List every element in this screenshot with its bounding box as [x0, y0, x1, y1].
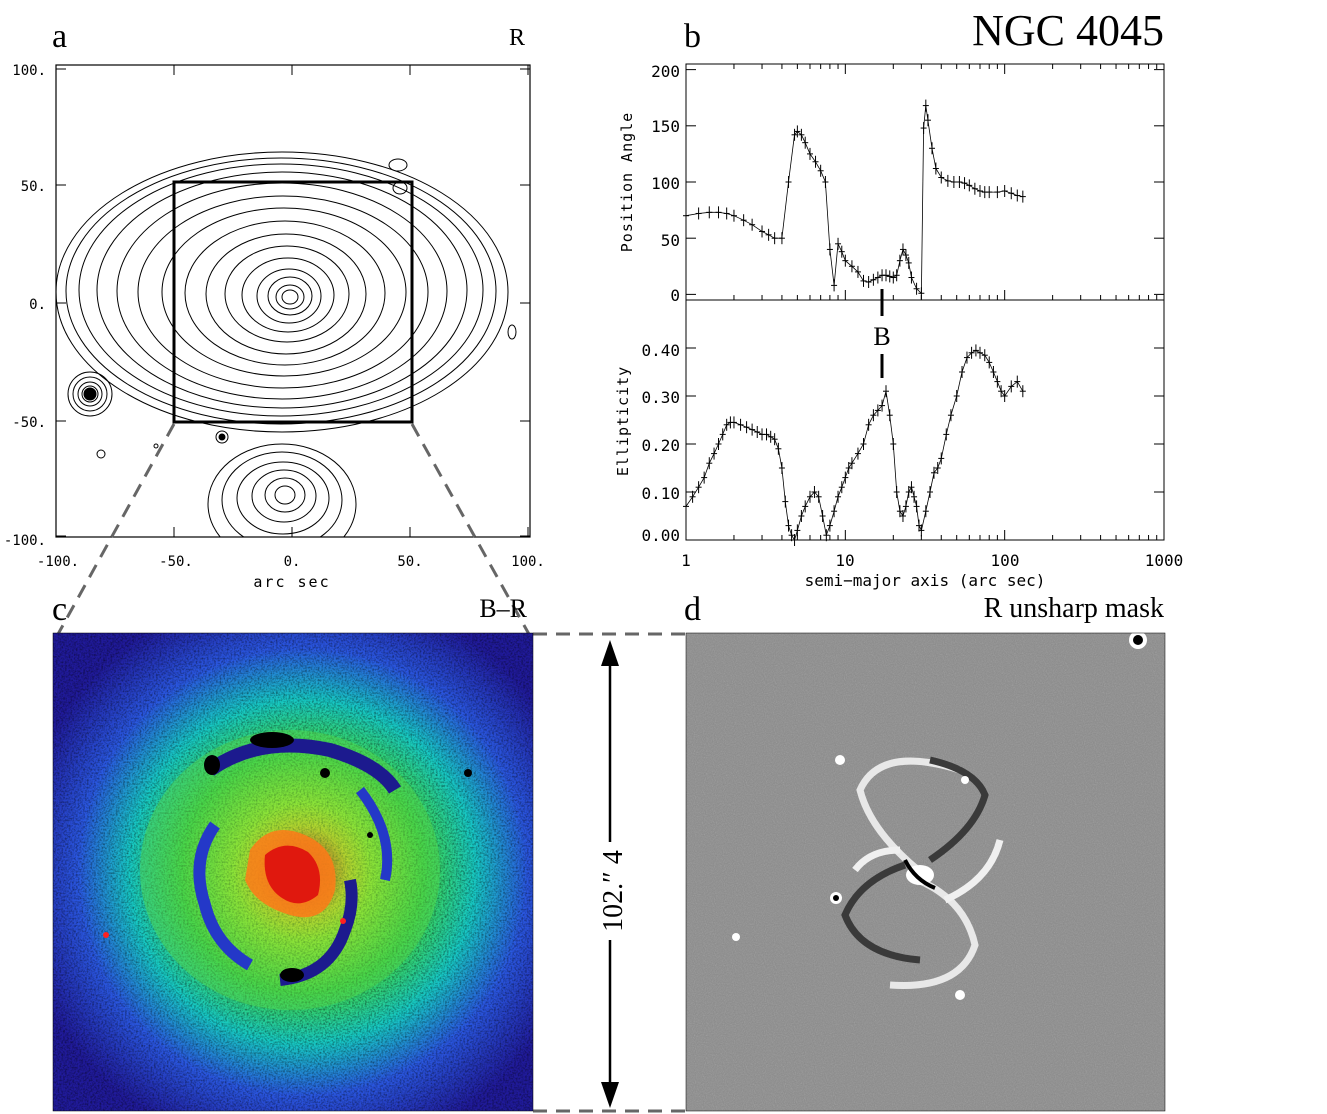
- b-xtick-100: 100: [991, 551, 1020, 570]
- ell-ytick-040: 0.40: [641, 341, 680, 360]
- scale-indicator: 102.″ 4: [598, 640, 629, 1108]
- panel-a-xtick-0: -100.: [37, 554, 79, 570]
- pa-ytick-100: 100: [651, 174, 680, 193]
- pa-ylabel: Position Angle: [618, 112, 636, 252]
- panel-c-band-label: B–R: [479, 594, 527, 623]
- panel-a: a R: [4, 18, 545, 591]
- panel-a-xtick-4: 100.: [511, 554, 545, 570]
- ell-ylabel: Ellipticity: [614, 366, 632, 476]
- contour-plot: [56, 151, 517, 537]
- bar-marker-label: B: [873, 322, 890, 351]
- b-xtick-1000: 1000: [1145, 551, 1184, 570]
- zoom-box: [172, 180, 414, 424]
- pa-ytick-50: 50: [661, 231, 680, 250]
- unsharp-mask-image: [686, 633, 1165, 1111]
- panel-a-band-label: R: [509, 25, 525, 51]
- scale-label: 102.″ 4: [598, 850, 629, 932]
- panel-a-ticks: [55, 65, 530, 537]
- ell-line: [685, 349, 1024, 541]
- panel-a-ytick-3: 50.: [21, 179, 46, 195]
- pa-ytick-0: 0: [670, 286, 680, 305]
- pa-ytick-150: 150: [651, 117, 680, 136]
- ell-data-points: [683, 344, 1026, 546]
- ell-ytick-000: 0.00: [641, 526, 680, 545]
- panel-a-xtick-3: 50.: [397, 554, 422, 570]
- object-name: NGC 4045: [972, 6, 1164, 55]
- ell-ytick-020: 0.20: [641, 436, 680, 455]
- panel-b-letter: b: [684, 18, 701, 55]
- ell-ytick-030: 0.30: [641, 388, 680, 407]
- b-xtick-10: 10: [835, 551, 854, 570]
- panel-c-letter: c: [52, 591, 67, 628]
- panel-a-xlabel: arc sec: [253, 573, 330, 591]
- ell-frame: [685, 299, 1165, 541]
- panel-b: b NGC 4045 200 150 100 50 0 Position Ang…: [614, 6, 1183, 590]
- panel-a-xtick-2: 0.: [284, 554, 301, 570]
- panel-a-ytick-4: 100.: [12, 63, 46, 79]
- pa-frame: [685, 63, 1165, 301]
- panel-c: c B–R: [52, 591, 534, 1112]
- b-xlabel: semi−major axis (arc sec): [805, 571, 1046, 590]
- panel-a-ytick-1: -50.: [12, 415, 46, 431]
- arrow-up-icon: [601, 640, 619, 666]
- panel-d-letter: d: [684, 591, 701, 628]
- panel-a-ytick-0: -100.: [4, 533, 46, 549]
- color-map-image: [53, 633, 533, 1111]
- zoom-connectors: [55, 423, 686, 1113]
- panel-d: d R unsharp mask: [684, 591, 1166, 1112]
- panel-a-letter: a: [52, 18, 67, 55]
- panel-a-ytick-2: 0.: [29, 297, 46, 313]
- panel-a-xtick-1: -50.: [159, 554, 193, 570]
- pa-line: [685, 105, 1023, 295]
- arrow-down-icon: [601, 1082, 619, 1108]
- pa-ytick-200: 200: [651, 62, 680, 81]
- b-xtick-1: 1: [681, 551, 691, 570]
- ell-ytick-010: 0.10: [641, 484, 680, 503]
- panel-a-frame: [55, 64, 531, 538]
- panel-b-ticks: [685, 64, 1164, 541]
- pa-data-points: [683, 99, 1026, 300]
- panel-d-frame: [685, 632, 1166, 1112]
- panel-c-frame: [52, 632, 534, 1112]
- panel-d-band-label: R unsharp mask: [984, 593, 1164, 624]
